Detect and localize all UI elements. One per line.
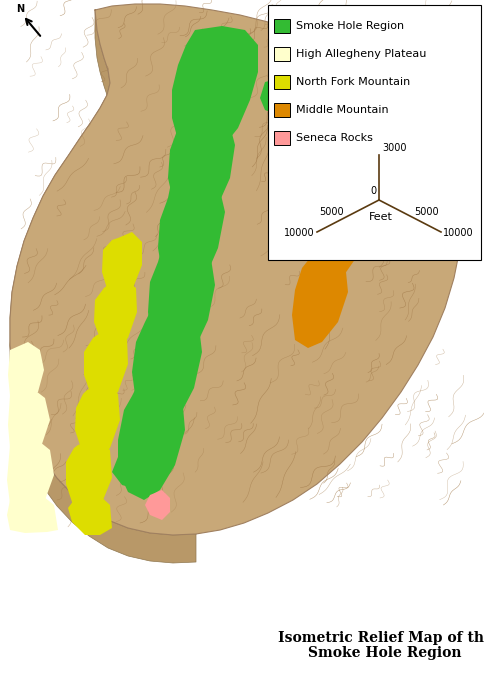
Polygon shape bbox=[8, 388, 50, 455]
Polygon shape bbox=[66, 438, 112, 517]
Polygon shape bbox=[112, 448, 155, 490]
Text: 5000: 5000 bbox=[413, 207, 438, 217]
Polygon shape bbox=[291, 250, 348, 348]
Polygon shape bbox=[94, 278, 136, 350]
Polygon shape bbox=[167, 110, 235, 218]
Polygon shape bbox=[148, 242, 214, 362]
Text: 0: 0 bbox=[370, 186, 376, 196]
Polygon shape bbox=[307, 180, 367, 288]
Text: Smoke Hole Region: Smoke Hole Region bbox=[308, 646, 461, 660]
Polygon shape bbox=[145, 490, 170, 520]
Polygon shape bbox=[259, 78, 291, 115]
Polygon shape bbox=[132, 305, 201, 428]
Text: High Allegheny Plateau: High Allegheny Plateau bbox=[295, 49, 425, 59]
Bar bbox=[273, 103, 289, 117]
Text: 10000: 10000 bbox=[442, 228, 473, 238]
Text: 3000: 3000 bbox=[381, 143, 406, 153]
Text: Feet: Feet bbox=[368, 212, 392, 222]
Polygon shape bbox=[102, 232, 142, 298]
Polygon shape bbox=[10, 10, 196, 563]
Polygon shape bbox=[10, 4, 461, 535]
Polygon shape bbox=[118, 382, 184, 500]
Polygon shape bbox=[75, 382, 120, 462]
Text: 10000: 10000 bbox=[284, 228, 314, 238]
Bar bbox=[268, 5, 480, 260]
Text: Middle Mountain: Middle Mountain bbox=[295, 105, 388, 115]
Text: Smoke Hole Region: Smoke Hole Region bbox=[295, 21, 403, 31]
Bar bbox=[273, 19, 289, 33]
Bar bbox=[273, 47, 289, 61]
Text: North Fork Mountain: North Fork Mountain bbox=[295, 77, 409, 87]
Polygon shape bbox=[10, 455, 52, 500]
Text: 5000: 5000 bbox=[319, 207, 343, 217]
Text: N: N bbox=[15, 4, 24, 14]
Bar bbox=[273, 131, 289, 145]
Polygon shape bbox=[7, 438, 54, 510]
Polygon shape bbox=[8, 342, 44, 402]
Polygon shape bbox=[172, 26, 257, 158]
Polygon shape bbox=[7, 492, 58, 533]
Polygon shape bbox=[84, 328, 128, 405]
Text: Seneca Rocks: Seneca Rocks bbox=[295, 133, 372, 143]
Polygon shape bbox=[68, 494, 112, 535]
Polygon shape bbox=[325, 82, 397, 205]
Bar bbox=[273, 75, 289, 89]
Text: Isometric Relief Map of the: Isometric Relief Map of the bbox=[277, 631, 484, 645]
Polygon shape bbox=[158, 172, 225, 292]
